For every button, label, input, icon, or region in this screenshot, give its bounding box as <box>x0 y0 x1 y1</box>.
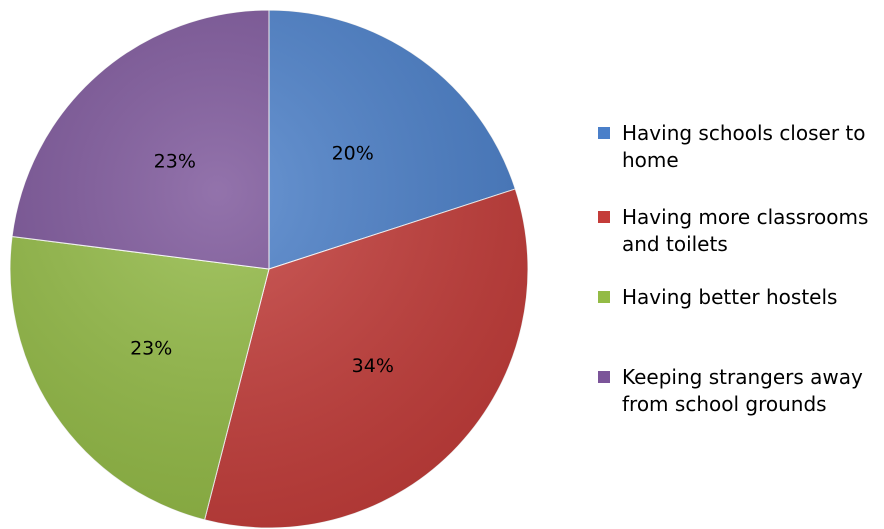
legend-label: Having more classrooms and toilets <box>622 205 869 256</box>
legend-label: Having better hostels <box>622 285 838 309</box>
legend-label: Having schools closer to home <box>622 121 866 172</box>
legend-label: Keeping strangers away from school groun… <box>622 365 863 416</box>
legend-swatch <box>598 371 610 383</box>
data-label-2: 34% <box>352 355 394 377</box>
pie-slices <box>9 9 529 529</box>
data-label-1: 20% <box>332 142 374 164</box>
pie-slice-4 <box>11 9 270 270</box>
legend-swatch <box>598 211 610 223</box>
legend-swatch <box>598 291 610 303</box>
data-label-3: 23% <box>130 338 172 360</box>
legend-swatch <box>598 127 610 139</box>
pie-data-labels: 20% 34% 23% 23% <box>130 142 394 377</box>
data-label-4: 23% <box>154 151 196 173</box>
